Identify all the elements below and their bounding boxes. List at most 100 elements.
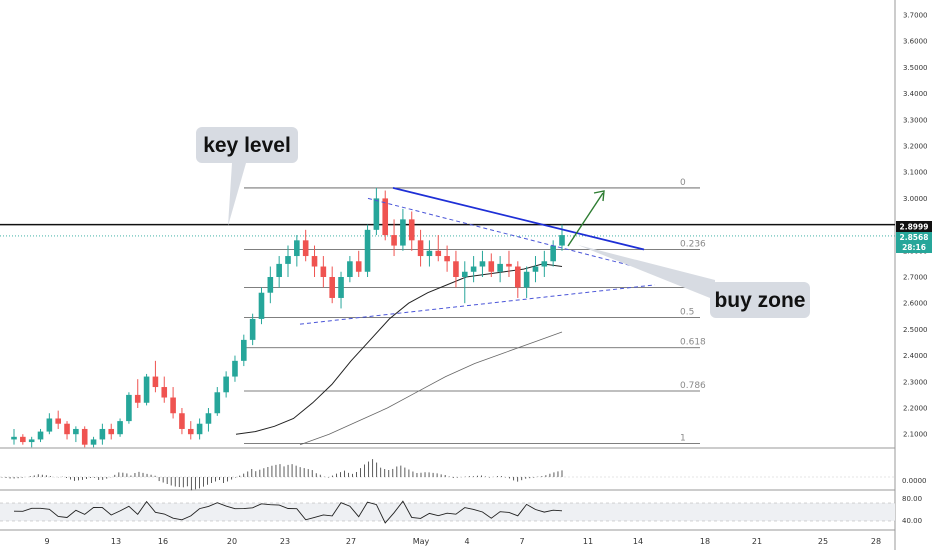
candle-body (373, 198, 380, 230)
price-tick-label: 2.7000 (903, 274, 928, 282)
osc-axis-label-low: 40.00 (902, 517, 922, 525)
time-tick-label: 14 (633, 537, 643, 546)
price-axis-ticks: 3.7000 3.6000 3.5000 3.4000 3.3000 3.2000 3.10… (903, 12, 928, 439)
moving-averages (235, 263, 563, 446)
price-tick-label: 2.6000 (903, 300, 928, 308)
osc-axis-label-high: 80.00 (902, 495, 922, 503)
candle-body (214, 392, 221, 414)
time-tick-label: 27 (346, 537, 356, 546)
lower-trendline-dashed (299, 284, 656, 325)
candle-body (126, 394, 132, 422)
buy-zone-callout: buy zone (578, 245, 810, 318)
price-tick-label: 2.2000 (903, 405, 928, 413)
candle-body (382, 198, 389, 236)
candle-body (355, 261, 362, 272)
key-level-line (0, 223, 895, 237)
candle-body (152, 376, 159, 388)
candle-body (329, 277, 335, 298)
upper-trendline-dashed (367, 197, 656, 273)
upper-trendline-solid (392, 187, 645, 251)
time-tick-label: 16 (158, 537, 168, 546)
oscillator-pane (0, 500, 895, 524)
candle-body (99, 428, 106, 440)
time-tick-label: 13 (111, 537, 121, 546)
candle-body (55, 418, 61, 424)
candle-body (338, 277, 344, 298)
candle-body (550, 245, 556, 262)
time-tick-label: 28 (871, 537, 881, 546)
candle-body (347, 261, 353, 277)
candle-body (515, 266, 521, 288)
candle-body (461, 271, 468, 277)
candle-body (11, 436, 17, 440)
candle-body (161, 387, 168, 398)
candle-body (108, 428, 115, 435)
candle-body (81, 428, 88, 445)
trendlines (299, 187, 656, 325)
candle-body (444, 256, 450, 262)
candle-body (364, 229, 371, 272)
time-tick-label: 9 (44, 537, 49, 546)
candle-body (90, 439, 97, 445)
candle-body (320, 266, 327, 277)
candle-body (506, 263, 512, 267)
svg-text:2.8999: 2.8999 (900, 223, 929, 232)
candle-body (408, 219, 415, 241)
time-tick-label: 23 (280, 537, 290, 546)
fib-level-label: 0.618 (680, 338, 706, 348)
candle-body (311, 256, 318, 267)
candle-body (435, 250, 442, 257)
price-tick-label: 3.2000 (903, 143, 928, 151)
time-tick-label: 18 (700, 537, 710, 546)
fib-level-label: 0.236 (680, 239, 706, 249)
candle-body (453, 261, 459, 277)
candle-body (541, 261, 548, 267)
svg-text:2.8568: 2.8568 (900, 233, 929, 242)
fib-level-label: 0 (680, 178, 686, 188)
candle-body (196, 423, 203, 435)
candle-body (391, 235, 397, 246)
key-level-callout: key level (196, 127, 298, 226)
candle-body (179, 413, 185, 429)
price-tick-label: 3.5000 (903, 64, 928, 72)
osc-band (0, 503, 895, 521)
key-level-label: key level (203, 134, 291, 157)
candle-body (497, 263, 503, 272)
key-level-price-tag: 2.8999 (896, 221, 932, 232)
time-tick-label: 25 (818, 537, 828, 546)
svg-text:28:16: 28:16 (902, 243, 926, 252)
time-tick-label: 4 (464, 537, 469, 546)
price-tick-label: 2.4000 (903, 352, 928, 360)
price-tick-label: 3.0000 (903, 195, 928, 203)
candle-body (143, 376, 150, 403)
candle-body (170, 397, 176, 414)
time-tick-label: 7 (519, 537, 524, 546)
candle-body (37, 431, 44, 440)
fib-level-label: 0.786 (680, 381, 706, 391)
ma-slow-line (299, 331, 563, 446)
time-tick-label: May (413, 537, 430, 546)
price-tick-label: 3.7000 (903, 12, 928, 20)
candle-body (302, 240, 309, 257)
candle-body (223, 376, 229, 393)
time-tick-label: 11 (583, 537, 593, 546)
ma-fast-line (235, 263, 563, 435)
candle-body (232, 360, 238, 377)
candle-body (488, 261, 495, 272)
candle-body (400, 219, 406, 246)
breakout-arrow (567, 190, 605, 247)
candle-body (241, 339, 247, 361)
time-axis-ticks: 9 13 16 20 23 27 May 4 7 11 14 18 21 25 28 (44, 537, 881, 546)
price-tick-label: 2.3000 (903, 378, 928, 386)
buy-zone-label: buy zone (714, 289, 805, 312)
histogram-axis-label: 0.0000 (902, 477, 927, 485)
candle-body (285, 256, 291, 264)
candle-body (267, 277, 274, 293)
plot-area (0, 0, 895, 550)
candle-body (46, 418, 53, 432)
fib-level-label: 0.5 (680, 308, 694, 318)
candle-body (205, 413, 212, 424)
price-tick-label: 3.1000 (903, 169, 928, 177)
candle-body (73, 428, 79, 435)
